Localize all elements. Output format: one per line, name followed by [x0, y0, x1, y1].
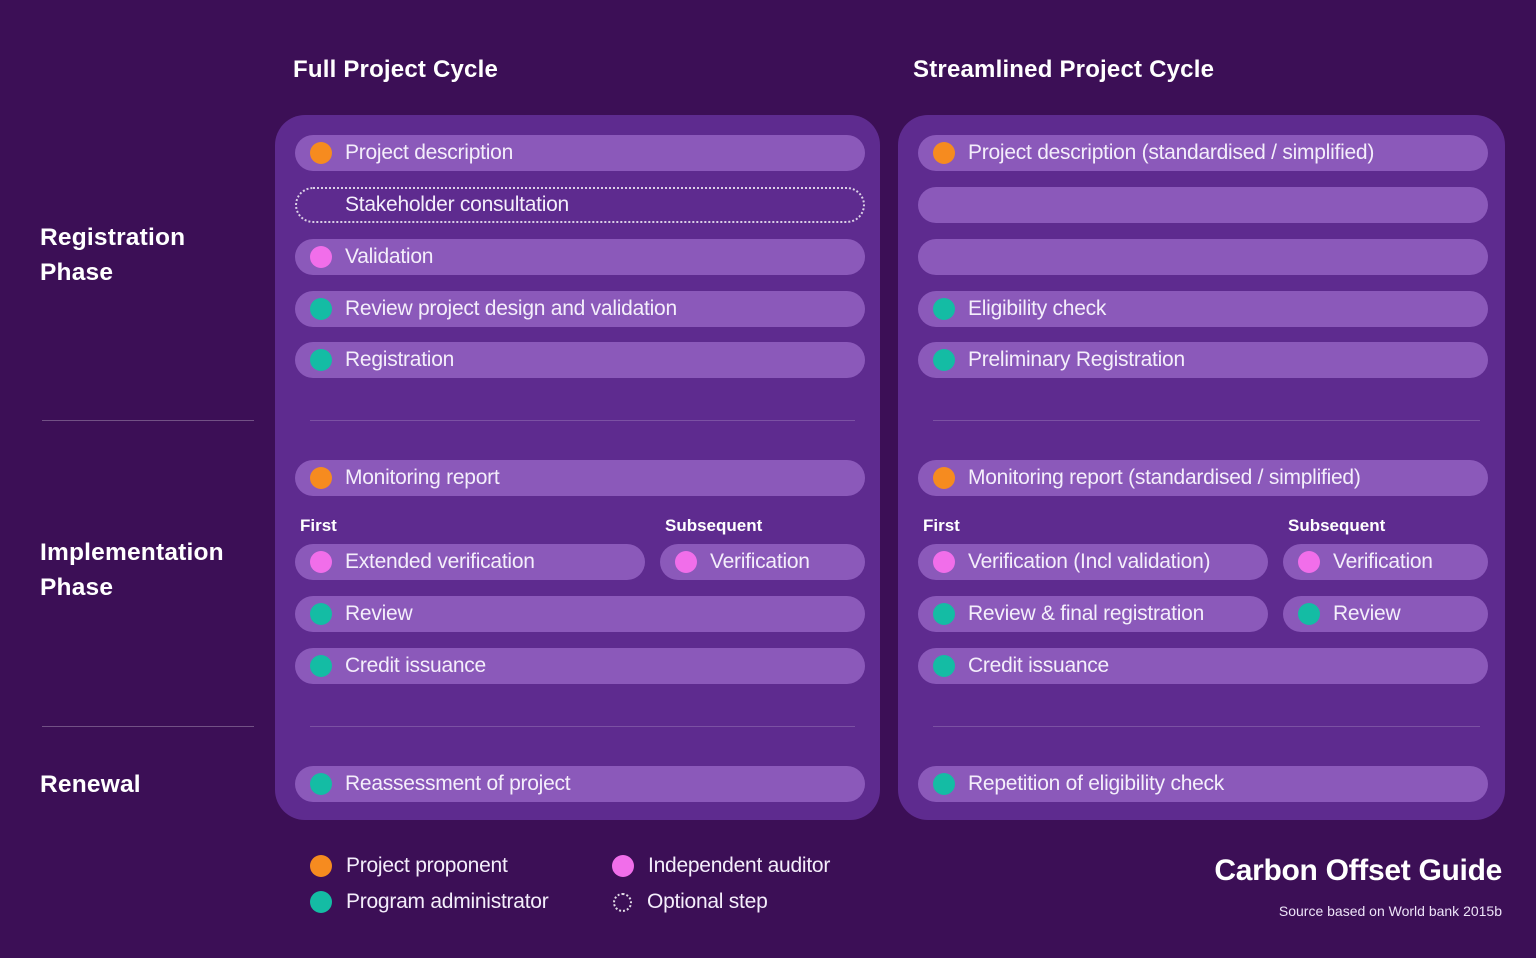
empty-step-pill	[918, 187, 1488, 223]
full-cycle-title: Full Project Cycle	[293, 56, 498, 83]
panel-section-divider	[933, 726, 1480, 727]
administrator-dot	[933, 298, 955, 320]
step-eligibility-check: Eligibility check	[918, 291, 1488, 327]
step-credit-issuance: Credit issuance	[918, 648, 1488, 684]
step-monitoring-report-simplified: Monitoring report (standardised / simpli…	[918, 460, 1488, 496]
legend-label: Independent auditor	[648, 854, 831, 877]
step-verification-incl-validation: Verification (Incl validation)	[918, 544, 1268, 580]
step-label: Reassessment of project	[345, 772, 571, 795]
step-repetition-eligibility-check: Repetition of eligibility check	[918, 766, 1488, 802]
step-label: Project description	[345, 141, 513, 164]
proponent-dot	[310, 467, 332, 489]
step-label: Monitoring report	[345, 466, 500, 489]
phase-divider-line	[42, 726, 254, 727]
step-verification: Verification	[1283, 544, 1488, 580]
step-validation: Validation	[295, 239, 865, 275]
proponent-dot	[310, 142, 332, 164]
step-label: Extended verification	[345, 550, 535, 573]
renewal-phase-label: Renewal	[40, 771, 141, 798]
administrator-dot	[933, 773, 955, 795]
auditor-dot	[933, 551, 955, 573]
first-heading: First	[300, 516, 337, 535]
step-label: Review project design and validation	[345, 297, 677, 320]
streamlined-cycle-title: Streamlined Project Cycle	[913, 56, 1215, 83]
step-project-description: Project description	[295, 135, 865, 171]
implementation-phase-label: Implementation Phase	[40, 539, 224, 601]
phase-divider-line	[42, 420, 254, 421]
auditor-dot	[310, 551, 332, 573]
legend-label: Project proponent	[346, 854, 508, 877]
administrator-dot	[310, 655, 332, 677]
step-label: Preliminary Registration	[968, 348, 1185, 371]
step-label: Review	[1333, 602, 1401, 625]
step-review-final-registration: Review & final registration	[918, 596, 1268, 632]
step-review: Review	[295, 596, 865, 632]
streamlined-cycle-panel: Project description (standardised / simp…	[898, 115, 1505, 820]
administrator-dot	[310, 349, 332, 371]
proponent-dot	[933, 467, 955, 489]
legend-project-proponent: Project proponent	[310, 854, 508, 878]
first-heading: First	[923, 516, 960, 535]
step-preliminary-registration: Preliminary Registration	[918, 342, 1488, 378]
step-review-project-design: Review project design and validation	[295, 291, 865, 327]
step-label: Validation	[345, 245, 434, 268]
step-label: Repetition of eligibility check	[968, 772, 1225, 795]
source-attribution: Source based on World bank 2015b	[1278, 903, 1502, 919]
step-review: Review	[1283, 596, 1488, 632]
proponent-dot	[933, 142, 955, 164]
step-extended-verification: Extended verification	[295, 544, 645, 580]
step-monitoring-report: Monitoring report	[295, 460, 865, 496]
step-label: Project description (standardised / simp…	[968, 141, 1375, 164]
panel-section-divider	[310, 420, 855, 421]
panel-section-divider	[933, 420, 1480, 421]
step-label: Monitoring report (standardised / simpli…	[968, 466, 1361, 489]
step-label: Verification	[710, 550, 810, 573]
step-credit-issuance: Credit issuance	[295, 648, 865, 684]
legend-label: Optional step	[647, 890, 768, 913]
administrator-dot	[933, 349, 955, 371]
legend-independent-auditor: Independent auditor	[612, 854, 830, 878]
administrator-dot	[933, 655, 955, 677]
step-label: Review	[345, 602, 413, 625]
optional-step-icon	[613, 892, 632, 912]
step-label: Credit issuance	[968, 654, 1109, 677]
step-verification: Verification	[660, 544, 865, 580]
brand-logo: Carbon Offset Guide	[1214, 854, 1502, 887]
legend-label: Program administrator	[346, 890, 549, 913]
auditor-dot	[1298, 551, 1320, 573]
empty-step-pill	[918, 239, 1488, 275]
administrator-dot	[310, 298, 332, 320]
step-stakeholder-consultation: Stakeholder consultation	[295, 187, 865, 223]
auditor-dot	[612, 855, 634, 877]
subsequent-heading: Subsequent	[1288, 516, 1386, 535]
step-registration: Registration	[295, 342, 865, 378]
step-label: Verification	[1333, 550, 1433, 573]
registration-phase-label: Registration Phase	[40, 224, 186, 286]
administrator-dot	[310, 891, 332, 913]
auditor-dot	[310, 246, 332, 268]
step-label: Verification (Incl validation)	[968, 550, 1211, 573]
step-label: Eligibility check	[968, 297, 1107, 320]
auditor-dot	[675, 551, 697, 573]
legend-program-administrator: Program administrator	[310, 890, 549, 914]
legend-optional-step: Optional step	[612, 890, 768, 914]
full-cycle-panel: Project description Stakeholder consulta…	[275, 115, 880, 820]
administrator-dot	[933, 603, 955, 625]
step-label: Credit issuance	[345, 654, 486, 677]
step-project-description-simplified: Project description (standardised / simp…	[918, 135, 1488, 171]
step-label: Registration	[345, 348, 455, 371]
step-reassessment: Reassessment of project	[295, 766, 865, 802]
panel-section-divider	[310, 726, 855, 727]
step-label: Stakeholder consultation	[345, 193, 569, 216]
step-label: Review & final registration	[968, 602, 1205, 625]
administrator-dot	[310, 603, 332, 625]
proponent-dot	[310, 855, 332, 877]
subsequent-heading: Subsequent	[665, 516, 763, 535]
administrator-dot	[1298, 603, 1320, 625]
administrator-dot	[310, 773, 332, 795]
